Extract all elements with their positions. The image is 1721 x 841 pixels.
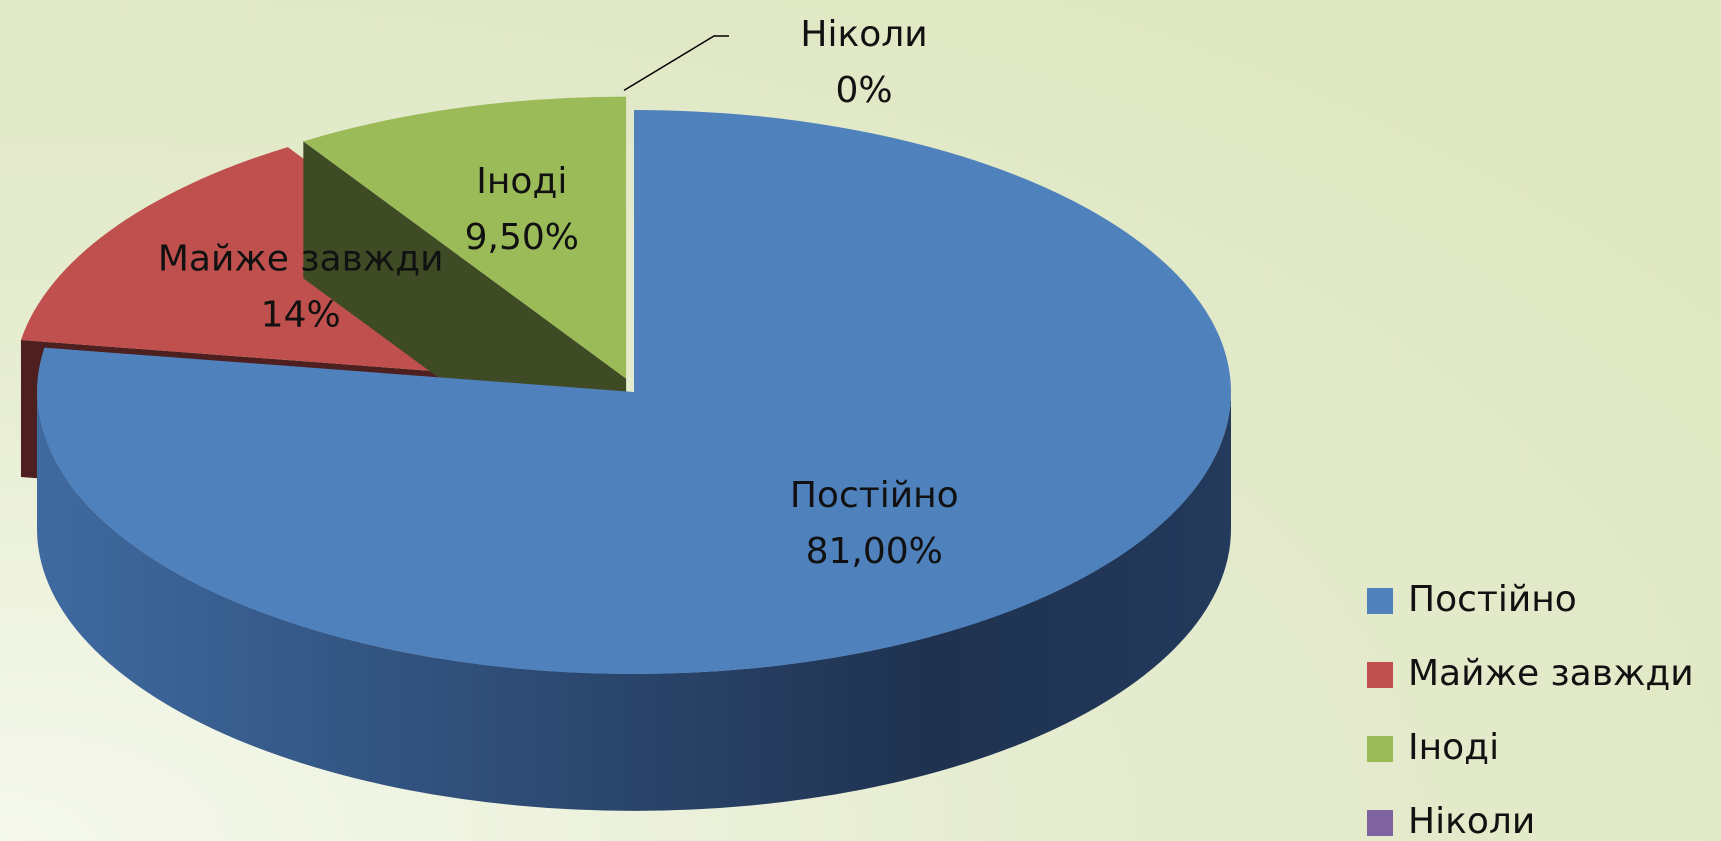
slice-side — [37, 392, 1231, 811]
data-label-name: Постійно — [790, 475, 959, 516]
data-label-name: Іноді — [476, 161, 567, 202]
pie: Постійно 81,00% Майже завжди 14% Іноді 9,50% Н… — [20, 14, 1231, 811]
data-label-value: 81,00% — [806, 531, 943, 572]
slice-top — [303, 96, 627, 379]
legend-label: Іноді — [1408, 727, 1499, 768]
legend-label: Постійно — [1408, 579, 1577, 620]
data-label-name: Ніколи — [800, 14, 927, 55]
data-label-name: Майже завжди — [158, 239, 444, 280]
legend-label: Ніколи — [1408, 801, 1535, 841]
slice-top — [36, 110, 1231, 674]
legend-swatch — [1367, 588, 1393, 614]
legend-label: Майже завжди — [1408, 653, 1694, 694]
data-label-value: 9,50% — [465, 217, 579, 258]
slice — [36, 110, 1231, 811]
data-label-value: 0% — [835, 70, 892, 111]
legend-swatch — [1367, 662, 1393, 688]
legend: Постійно Майже завжди Іноді Ніколи — [1367, 579, 1694, 841]
legend-swatch — [1367, 736, 1393, 762]
data-label-value: 14% — [261, 295, 341, 336]
leader-line — [623, 35, 729, 92]
legend-swatch — [1367, 810, 1393, 836]
